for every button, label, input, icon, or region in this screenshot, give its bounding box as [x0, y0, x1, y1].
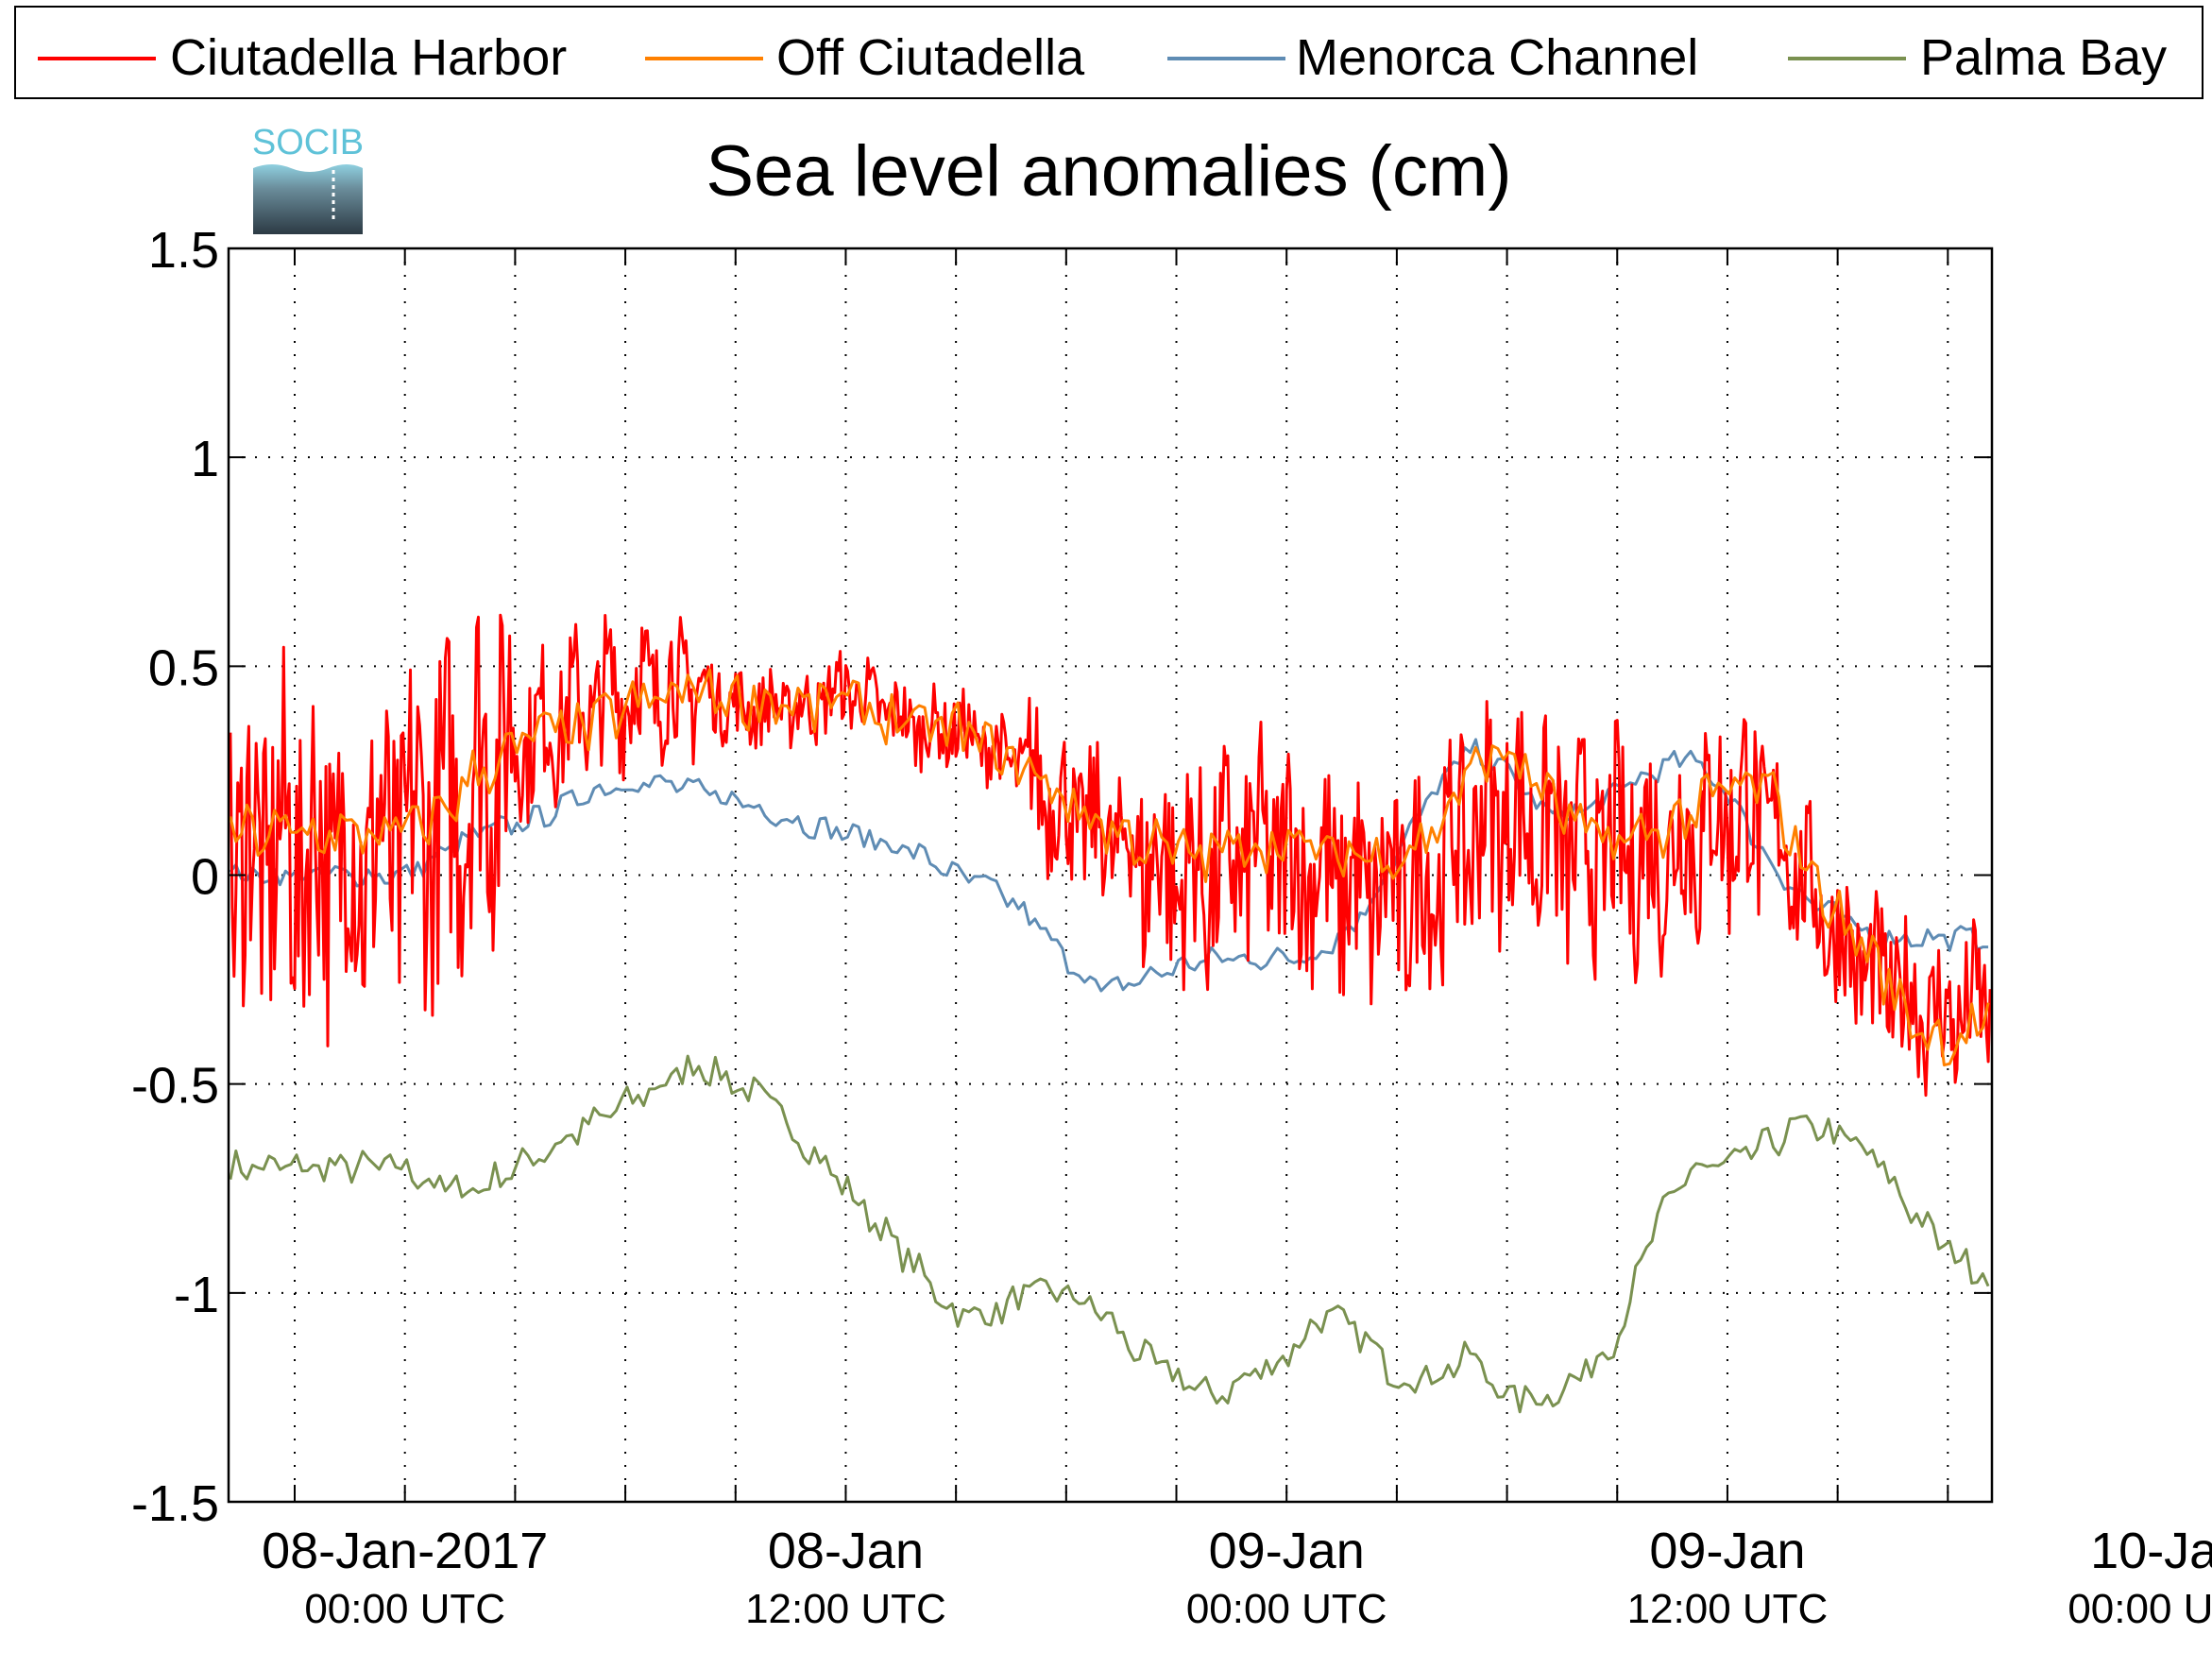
x-tick-label: 09-Jan 12:00 UTC [1627, 1523, 1829, 1632]
legend-item-menorca-channel: Menorca Channel [1167, 29, 1698, 86]
x-tick-label-date: 09-Jan [1649, 1523, 1805, 1579]
legend-item-ciutadella-harbor: Ciutadella Harbor [38, 29, 567, 86]
series-line-off-ciutadella [229, 668, 1990, 1067]
series-line-menorca-channel [229, 738, 1989, 993]
socib-logo: SOCIB [252, 123, 364, 234]
y-tick-label: 0.5 [148, 639, 219, 696]
series-line-ciutadella-harbor [229, 613, 1992, 1098]
y-tick-label: 1 [191, 431, 219, 487]
ticks [229, 247, 1992, 1503]
y-tick-label: -0.5 [131, 1058, 219, 1115]
x-tick-label-time: 12:00 UTC [745, 1586, 946, 1632]
y-tick-label: -1 [174, 1267, 219, 1323]
x-tick-label-date: 10-Jan [2090, 1523, 2212, 1579]
x-tick-label-time: 12:00 UTC [1627, 1586, 1829, 1632]
y-tick-label: -1.5 [131, 1475, 219, 1532]
legend-label-menorca-channel: Menorca Channel [1296, 29, 1698, 86]
series-layer [229, 613, 1992, 1414]
legend-label-off-ciutadella: Off Ciutadella [776, 29, 1085, 86]
chart-title: Sea level anomalies (cm) [706, 131, 1511, 212]
legend: Ciutadella Harbor Off Ciutadella Menorca… [14, 6, 2203, 99]
socib-logo-wave [253, 164, 363, 234]
x-tick-label: 10-Jan 00:00 UTC [2067, 1523, 2212, 1632]
legend-item-off-ciutadella: Off Ciutadella [645, 29, 1085, 86]
legend-label-ciutadella-harbor: Ciutadella Harbor [170, 29, 567, 86]
y-tick-label: 1.5 [148, 222, 219, 279]
y-tick-label: 0 [191, 849, 219, 906]
series-line-palma-bay [229, 1054, 1990, 1414]
x-tick-label-time: 00:00 UTC [2067, 1586, 2212, 1632]
x-tick-label-date: 08-Jan [768, 1523, 924, 1579]
grid [229, 248, 1992, 1502]
legend-label-palma-bay: Palma Bay [1920, 29, 2167, 86]
socib-logo-text: SOCIB [252, 123, 364, 162]
x-tick-label: 08-Jan 12:00 UTC [745, 1523, 946, 1632]
legend-item-palma-bay: Palma Bay [1788, 29, 2167, 86]
x-tick-label-date: 09-Jan [1209, 1523, 1365, 1579]
x-tick-label-date: 08-Jan-2017 [262, 1523, 548, 1579]
x-tick-label: 08-Jan-2017 00:00 UTC [262, 1523, 548, 1632]
x-tick-label: 09-Jan 00:00 UTC [1186, 1523, 1387, 1632]
x-tick-label-time: 00:00 UTC [304, 1586, 505, 1632]
legend-box [14, 6, 2203, 99]
x-tick-label-time: 00:00 UTC [1186, 1586, 1387, 1632]
y-axis: 1.5 1 0.5 0 -0.5 -1 -1.5 [131, 222, 219, 1532]
